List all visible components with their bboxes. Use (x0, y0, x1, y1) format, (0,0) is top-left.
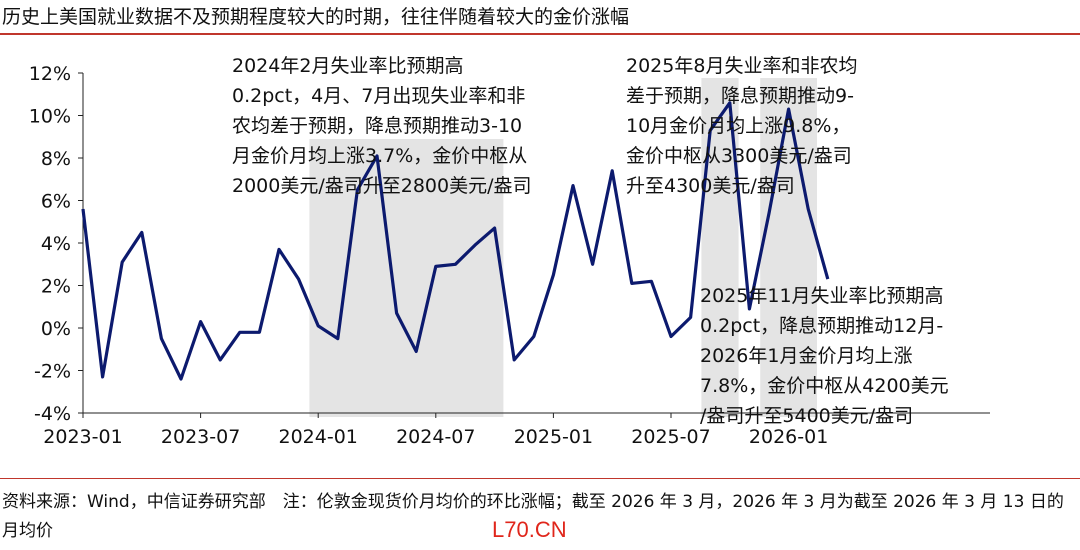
tick-labels: 12% 10% 8% 6% 4% 2% 0% -2% -4%2023-01 2023-07 2024… (29, 63, 829, 448)
y-tick-label: 4% (41, 233, 71, 255)
annotation-text: 2025年8月失业率和非农均差于预期，降息预期推动9- 10月金价月均上涨9.8%… (626, 55, 857, 197)
annotation-line: 0.2pct，4月、7月出现失业率和非 (232, 85, 525, 107)
y-tick-label: 0% (41, 318, 71, 340)
x-tick-label: 2024-01 (279, 426, 358, 448)
bottom-divider (0, 478, 1080, 479)
top-divider (0, 33, 1080, 35)
x-tick-label: 2025-07 (631, 426, 710, 448)
annotation-line: 2024年2月失业率比预期高 (232, 55, 463, 77)
y-tick-label: 8% (41, 148, 71, 170)
chart-title: 历史上美国就业数据不及预期程度较大的时期，往往伴随着较大的金价涨幅 (2, 6, 630, 28)
y-tick-label: 12% (29, 63, 71, 85)
annotation-line: 2026年1月金价月均上涨 (700, 345, 912, 367)
annotation-line: 金价中枢从3300美元/盎司 (626, 145, 852, 167)
y-tick-label: 2% (41, 276, 71, 298)
annotation-line: 10月金价月均上涨9.8%， (626, 115, 850, 137)
annotations: 2024年2月失业率比预期高 0.2pct，4月、7月出现失业率和非农均差于预期，… (232, 55, 949, 427)
y-tick-label: 6% (41, 191, 71, 213)
annotation-line: /盎司升至5400美元/盎司 (700, 405, 913, 427)
annotation-line: 2000美元/盎司升至2800美元/盎司 (232, 175, 532, 197)
series-layer (81, 101, 830, 381)
y-tick-label: -4% (34, 403, 71, 425)
annotation-line: 2025年8月失业率和非农均 (626, 55, 857, 77)
annotation-line: 农均差于预期，降息预期推动3-10 (232, 115, 522, 137)
x-tick-label: 2025-01 (514, 426, 593, 448)
annotation-line: 2025年11月失业率比预期高 (700, 285, 944, 307)
annotation-line: 升至4300美元/盎司 (626, 175, 795, 197)
x-tick-label: 2024-07 (396, 426, 475, 448)
shaded-period (760, 78, 817, 417)
shaded-period (309, 139, 504, 417)
annotation-text: 2024年2月失业率比预期高 0.2pct，4月、7月出现失业率和非农均差于预期，… (232, 55, 532, 197)
annotation-line: 0.2pct，降息预期推动12月- (700, 315, 943, 337)
watermark: L70.CN (492, 517, 567, 542)
x-tick-label: 2026-01 (749, 426, 828, 448)
annotation-text: 2025年11月失业率比预期高 0.2pct，降息预期推动12月- 2026年1月金… (700, 285, 949, 427)
source-note: 资料来源：Wind，中信证券研究部 注：伦敦金现货价月均价的环比涨幅；截至 20… (2, 492, 1064, 541)
y-tick-label: 10% (29, 106, 71, 128)
x-tick-label: 2023-01 (43, 426, 122, 448)
y-tick-label: -2% (34, 361, 71, 383)
annotation-line: 月金价月均上涨3.7%，金价中枢从 (232, 145, 527, 167)
x-tick-label: 2023-07 (161, 426, 240, 448)
annotation-line: 差于预期，降息预期推动9- (626, 85, 854, 107)
gold-price-chart: 12% 10% 8% 6% 4% 2% 0% -2% -4%2023-01 2023-07 2024… (29, 55, 990, 448)
axes (78, 72, 990, 418)
annotation-line: 7.8%，金价中枢从4200美元 (700, 375, 949, 397)
